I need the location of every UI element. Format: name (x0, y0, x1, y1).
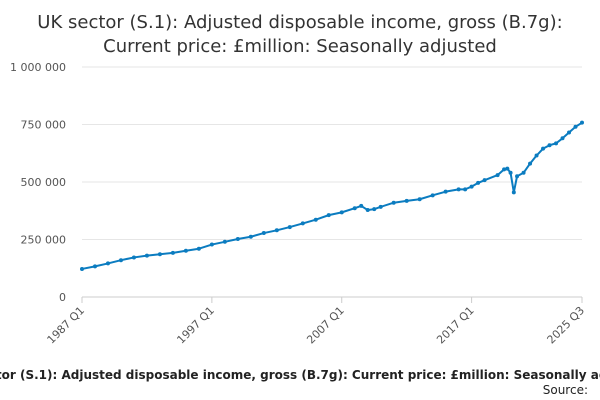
data-point[interactable] (359, 203, 364, 208)
data-point[interactable] (560, 136, 565, 141)
data-point[interactable] (508, 170, 513, 175)
y-tick-label: 500 000 (21, 176, 67, 189)
data-point[interactable] (495, 173, 500, 178)
footer-series-title: UK sector (S.1): Adjusted disposable inc… (0, 368, 600, 382)
data-point[interactable] (300, 221, 305, 226)
data-point[interactable] (339, 210, 344, 215)
data-point[interactable] (511, 190, 516, 195)
x-tick-label: 2017 Q1 (434, 304, 477, 347)
data-point[interactable] (274, 228, 279, 233)
chart-title-line-2: Current price: £million: Seasonally adju… (103, 36, 497, 57)
data-point[interactable] (92, 264, 97, 269)
data-point[interactable] (222, 239, 227, 244)
data-point[interactable] (365, 208, 370, 213)
data-point[interactable] (183, 248, 188, 253)
x-axis: 1987 Q1 1997 Q1 2007 Q1 2017 Q1 2025 Q3 (45, 296, 588, 347)
y-tick-label: 750 000 (21, 119, 67, 132)
data-point[interactable] (378, 204, 383, 209)
data-point[interactable] (463, 187, 468, 192)
series-line (81, 121, 583, 270)
data-point[interactable] (105, 261, 110, 266)
data-point[interactable] (469, 184, 474, 189)
y-tick-label: 1 000 000 (10, 61, 66, 74)
data-point[interactable] (417, 197, 422, 202)
data-point[interactable] (515, 174, 520, 179)
data-point[interactable] (404, 198, 409, 203)
x-tick-label: 2007 Q1 (304, 304, 347, 347)
data-point[interactable] (554, 141, 559, 146)
data-point[interactable] (528, 161, 533, 166)
data-point[interactable] (352, 206, 357, 211)
data-point[interactable] (573, 124, 578, 129)
data-point[interactable] (430, 193, 435, 198)
gridlines (82, 66, 582, 298)
data-point[interactable] (476, 180, 481, 185)
data-point[interactable] (567, 130, 572, 135)
x-tick-label: 2025 Q3 (545, 304, 588, 347)
footer-source-label: Source: (543, 383, 588, 397)
data-point[interactable] (196, 246, 201, 251)
data-point[interactable] (482, 178, 487, 183)
data-point[interactable] (456, 187, 461, 192)
data-point[interactable] (209, 242, 214, 247)
data-point[interactable] (80, 266, 84, 271)
data-point[interactable] (391, 200, 396, 205)
data-point[interactable] (157, 252, 162, 257)
data-point[interactable] (502, 167, 507, 172)
data-point[interactable] (144, 253, 149, 258)
data-point[interactable] (521, 170, 526, 175)
data-point[interactable] (580, 120, 584, 125)
data-point[interactable] (287, 225, 292, 230)
x-tick-label: 1987 Q1 (45, 304, 88, 347)
data-point[interactable] (235, 237, 240, 242)
data-point[interactable] (170, 250, 175, 255)
data-point[interactable] (248, 234, 253, 239)
chart-title-line-1: UK sector (S.1): Adjusted disposable inc… (37, 12, 562, 33)
data-point[interactable] (443, 189, 448, 194)
data-point[interactable] (505, 166, 510, 171)
data-point[interactable] (313, 217, 318, 222)
data-point[interactable] (372, 207, 377, 212)
data-point[interactable] (326, 213, 331, 218)
y-tick-label: 250 000 (21, 234, 67, 247)
data-point[interactable] (118, 258, 123, 263)
data-point[interactable] (547, 143, 552, 148)
data-point[interactable] (131, 255, 136, 260)
data-point[interactable] (261, 231, 266, 236)
data-point[interactable] (541, 146, 546, 151)
plot-area (80, 120, 584, 271)
y-tick-label: 0 (59, 291, 66, 304)
y-axis: 0 250 000 500 000 750 000 1 000 000 (10, 61, 66, 304)
data-point[interactable] (534, 153, 539, 158)
x-tick-label: 1997 Q1 (174, 304, 217, 347)
